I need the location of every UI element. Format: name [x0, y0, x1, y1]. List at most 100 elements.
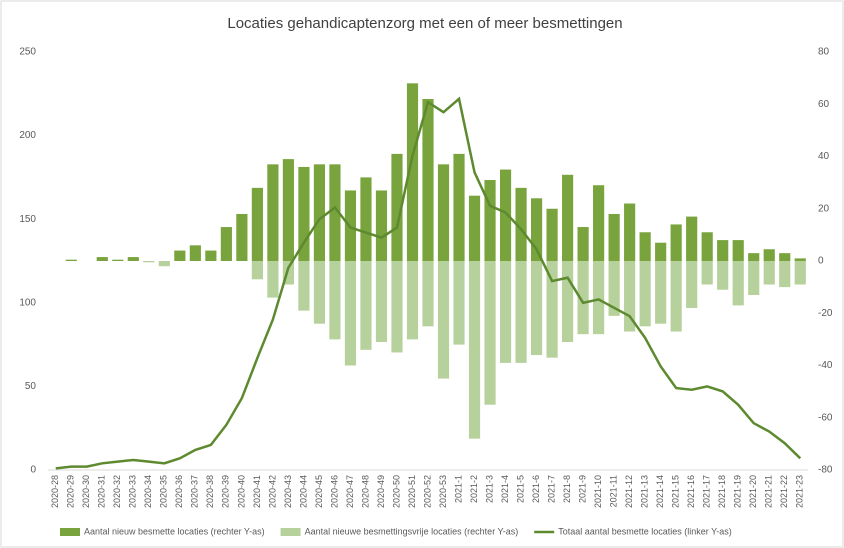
bar [391, 261, 403, 353]
chart-title: Locaties gehandicaptenzorg met een of me… [227, 15, 622, 32]
bar [686, 216, 698, 261]
bar [779, 253, 791, 261]
bar [267, 164, 279, 261]
x-tick-label: 2020-44 [298, 475, 308, 508]
bar [251, 187, 263, 261]
x-tick-label: 2021-7 [546, 475, 556, 503]
y2-tick-label: -80 [818, 465, 833, 476]
bar [282, 261, 294, 285]
line [55, 96, 802, 470]
bar [468, 261, 481, 439]
y2-tick-label: -60 [818, 412, 833, 423]
bar [593, 185, 605, 261]
bar [577, 261, 589, 335]
bar [236, 213, 248, 261]
bar [453, 261, 465, 345]
y2-tick-label: 40 [818, 151, 830, 162]
bar [608, 213, 620, 261]
legend-label: Aantal nieuw besmette locaties (rechter … [84, 526, 265, 536]
bar [717, 261, 729, 290]
x-tick-label: 2021-1 [453, 475, 463, 503]
x-tick-label: 2021-20 [748, 475, 758, 508]
bar [484, 180, 496, 261]
bar [655, 242, 667, 261]
bar [453, 153, 465, 261]
bar [779, 261, 791, 288]
bar [655, 261, 667, 324]
legend-swatch [280, 528, 301, 536]
x-tick-label: 2021-16 [686, 475, 696, 508]
bar [639, 261, 651, 327]
y-tick-label: 250 [19, 47, 36, 58]
x-tick-label: 2020-38 [205, 475, 215, 508]
x-tick-label: 2021-15 [671, 475, 681, 508]
x-tick-label: 2021-17 [702, 475, 712, 508]
bar [794, 258, 806, 261]
bar [562, 174, 574, 261]
bar [112, 259, 124, 261]
bar [794, 261, 806, 285]
x-tick-label: 2021-22 [779, 475, 789, 508]
x-tick-label: 2020-31 [97, 475, 107, 508]
x-tick-label: 2021-11 [608, 475, 618, 507]
bar [624, 203, 636, 261]
x-tick-label: 2020-42 [267, 475, 277, 508]
bar [360, 261, 372, 350]
bar [344, 261, 357, 366]
bar [313, 261, 326, 324]
bar [499, 169, 512, 261]
bar [205, 250, 217, 261]
bar [732, 240, 744, 261]
bar [624, 261, 636, 332]
bar [329, 261, 341, 340]
x-tick-label: 2021-6 [531, 475, 541, 503]
x-tick-label: 2021-10 [593, 475, 603, 508]
bar [298, 261, 310, 311]
x-tick-label: 2020-52 [422, 475, 432, 508]
x-tick-label: 2020-28 [50, 475, 60, 508]
bar [515, 187, 527, 261]
x-tick-label: 2020-30 [81, 475, 91, 508]
x-tick-label: 2020-36 [174, 475, 184, 508]
bar [437, 164, 450, 261]
bar [329, 164, 341, 261]
bar [298, 166, 310, 261]
bar [422, 261, 434, 327]
y2-tick-label: 80 [818, 47, 830, 58]
y-tick-label: 100 [19, 297, 36, 308]
bar [639, 232, 651, 261]
bar [593, 261, 605, 335]
x-tick-label: 2021-12 [624, 475, 634, 508]
x-tick-label: 2020-51 [407, 475, 417, 508]
bar [468, 195, 481, 261]
x-tick-label: 2020-33 [128, 475, 138, 508]
x-tick-label: 2020-43 [283, 475, 293, 508]
bar [515, 261, 527, 363]
x-tick-label: 2020-47 [345, 475, 355, 508]
bar [546, 208, 558, 261]
x-tick-label: 2021-5 [515, 475, 525, 503]
bar [375, 190, 388, 261]
bar [267, 261, 279, 298]
x-tick-label: 2021-13 [640, 475, 650, 508]
bar [577, 227, 589, 261]
x-tick-label: 2020-49 [376, 475, 386, 508]
x-tick-label: 2020-46 [329, 475, 339, 508]
bar [65, 259, 77, 261]
bar [530, 261, 543, 356]
bar [670, 224, 682, 261]
bar [375, 261, 388, 342]
x-tick-label: 2021-3 [484, 475, 494, 503]
x-tick-label: 2021-18 [717, 475, 727, 508]
bar [406, 261, 419, 340]
bar [360, 177, 372, 261]
bar [763, 261, 775, 285]
bar [732, 261, 744, 306]
bar [499, 261, 512, 363]
y2-tick-label: 60 [818, 99, 830, 110]
bar [251, 261, 263, 280]
y-tick-label: 150 [19, 214, 36, 225]
x-tick-label: 2020-35 [159, 475, 169, 508]
x-tick-label: 2021-21 [764, 475, 774, 508]
bar [174, 250, 186, 261]
